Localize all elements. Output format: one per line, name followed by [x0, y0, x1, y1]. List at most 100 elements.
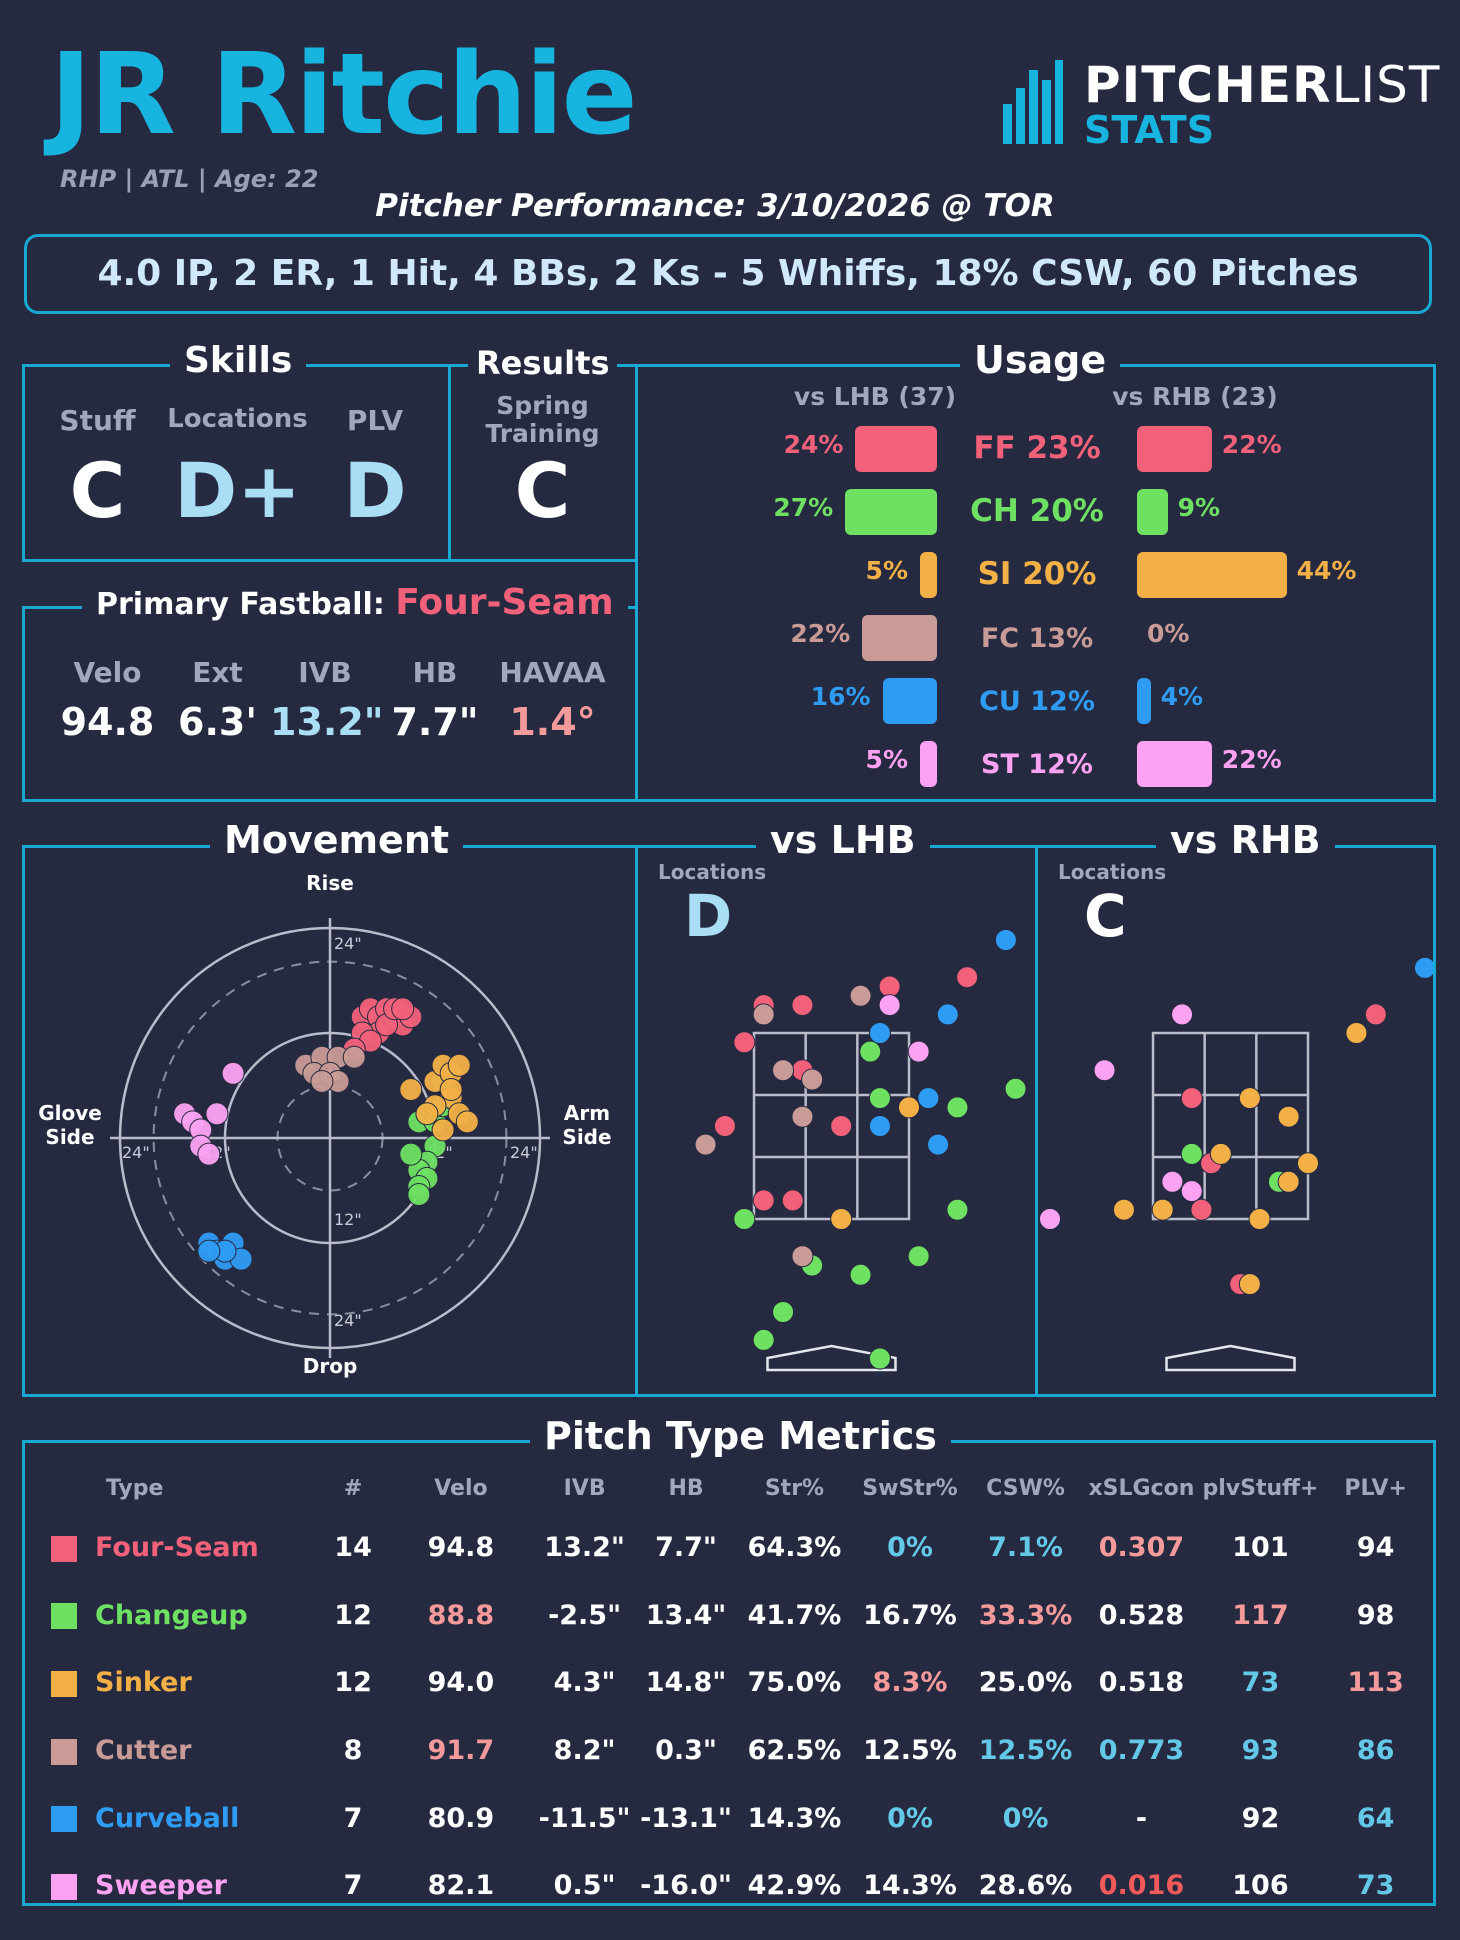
movement-point-st	[197, 1142, 221, 1166]
usage-bar-lhb	[920, 741, 937, 787]
location-point-si	[1277, 1170, 1300, 1193]
location-point-si	[830, 1208, 853, 1230]
rhb-title: vs RHB	[1156, 818, 1335, 862]
metrics-header: CSW%	[986, 1475, 1065, 1501]
metric-cell: 0.5"	[553, 1870, 616, 1902]
skills-title: Skills	[170, 340, 307, 381]
usage-pitch-label: ST 12%	[981, 749, 1093, 780]
pitch-type-name: Sweeper	[95, 1870, 227, 1902]
lhb-title: vs LHB	[756, 818, 930, 862]
metric-cell: 0.307	[1098, 1532, 1185, 1564]
tick-24-right: 24"	[510, 1143, 538, 1162]
metric-cell: 0%	[887, 1532, 933, 1564]
lhb-locations-grade: D	[684, 882, 733, 950]
movement-point-ff	[391, 997, 415, 1021]
metric-cell: 8	[343, 1735, 363, 1767]
location-point-ff	[1364, 1003, 1387, 1026]
metric-cell: 94.8	[427, 1532, 495, 1564]
metric-cell: 13.4"	[645, 1599, 727, 1631]
movement-point-st	[221, 1061, 245, 1085]
usage-pct-lhb: 5%	[865, 745, 908, 774]
lhb-location-plot	[694, 929, 1027, 1372]
label-rise: Rise	[306, 871, 354, 895]
location-point-ff	[713, 1115, 736, 1137]
fastball-metric-label: HB	[412, 656, 458, 689]
metric-cell: -13.1"	[640, 1802, 732, 1834]
location-point-ch	[907, 1245, 930, 1268]
location-point-fc	[752, 1003, 775, 1026]
usage-bar-lhb	[845, 489, 937, 535]
label-arm-side: Arm	[564, 1101, 610, 1125]
pitch-type-cell: Changeup	[50, 1582, 318, 1650]
pitch-type-cell: Cutter	[50, 1717, 318, 1785]
usage-bar-lhb	[882, 678, 937, 724]
metric-cell: 91.7	[427, 1735, 495, 1767]
location-point-si	[1151, 1198, 1174, 1221]
metric-cell: 101	[1232, 1532, 1289, 1564]
location-point-si	[1238, 1273, 1261, 1296]
fastball-metric-label: IVB	[298, 656, 352, 689]
metric-cell: 113	[1347, 1667, 1404, 1699]
metric-cell: 4.3"	[553, 1667, 616, 1699]
usage-rhb-header: vs RHB (23)	[1112, 382, 1278, 411]
movement-point-fc	[342, 1045, 366, 1069]
pitch-swatch	[51, 1670, 77, 1697]
skill-label: Locations	[167, 404, 308, 434]
location-point-ch	[772, 1301, 795, 1323]
usage-pitch-label: FF 23%	[973, 430, 1101, 466]
metric-cell: 0%	[1002, 1802, 1049, 1834]
usage-pct-lhb: 16%	[810, 682, 871, 711]
metrics-header: Str%	[764, 1475, 825, 1501]
usage-bar-rhb	[1137, 552, 1287, 598]
location-point-ff	[752, 1189, 775, 1212]
metric-cell: 41.7%	[747, 1599, 842, 1631]
location-point-ff	[1190, 1198, 1213, 1221]
metrics-header: Type	[106, 1475, 164, 1501]
metric-cell: 98	[1356, 1599, 1395, 1631]
location-point-ff	[1180, 1087, 1203, 1110]
metric-cell: 7	[343, 1870, 363, 1902]
pitcher-meta: RHP | ATL | Age: 22	[60, 165, 319, 193]
usage-row-st: 5% 22% ST 12%	[635, 737, 1436, 787]
location-point-ch	[1180, 1142, 1203, 1165]
location-point-cu	[917, 1087, 940, 1110]
metrics-row-cu: Curveball 7 80.9 -11.5" -13.1" 14.3% 0% 0% - 92 64	[50, 1784, 1430, 1852]
movement-point-si	[399, 1078, 423, 1102]
skill-grade: D	[343, 446, 407, 535]
metric-cell: -2.5"	[548, 1599, 622, 1631]
usage-pct-rhb: 9%	[1177, 493, 1221, 522]
metric-cell: -11.5"	[538, 1802, 631, 1834]
usage-bar-lhb	[855, 426, 937, 472]
metric-cell: 93	[1241, 1735, 1280, 1767]
metric-cell: 88.8	[427, 1599, 495, 1631]
location-point-st	[1161, 1170, 1184, 1193]
metric-cell: 42.9%	[747, 1870, 842, 1902]
usage-chart: 24% 22% FF 23% 27% 9% CH 20% 5% 44% SI 20% 22% 0% F…	[635, 422, 1436, 792]
location-point-ff	[781, 1189, 804, 1212]
metric-cell: 25.0%	[978, 1667, 1073, 1699]
usage-bar-lhb	[862, 615, 937, 661]
pitch-swatch	[51, 1535, 77, 1562]
usage-bar-rhb	[1137, 489, 1168, 535]
location-point-si	[1248, 1208, 1271, 1230]
metric-cell: 80.9	[427, 1802, 495, 1834]
location-point-si	[1112, 1198, 1135, 1221]
location-point-ch	[868, 1347, 891, 1370]
location-point-ch	[946, 1198, 969, 1221]
label-glove-side: Side	[45, 1125, 94, 1149]
metrics-table: Type # Velo IVB HB Str% SwStr% CSW% xSLGcon plvSt…	[50, 1462, 1430, 1920]
usage-pct-lhb: 5%	[865, 556, 908, 585]
metric-cell: -	[1135, 1802, 1148, 1834]
metric-cell: 75.0%	[747, 1667, 842, 1699]
metrics-header: Velo	[434, 1475, 488, 1501]
metrics-header: SwStr%	[862, 1475, 958, 1501]
pitch-type-name: Curveball	[95, 1802, 240, 1834]
skill-grade: D+	[174, 446, 301, 535]
pitcherlist-logo-icon	[1003, 60, 1063, 144]
rhb-locations-label: Locations	[1058, 860, 1167, 884]
location-point-ch	[1004, 1077, 1027, 1100]
metrics-row-st: Sweeper 7 82.1 0.5" -16.0" 42.9% 14.3% 28.6% 0.0…	[50, 1852, 1430, 1920]
location-point-cu	[868, 1022, 891, 1044]
pitch-swatch	[51, 1806, 77, 1833]
label-drop: Drop	[303, 1354, 358, 1378]
